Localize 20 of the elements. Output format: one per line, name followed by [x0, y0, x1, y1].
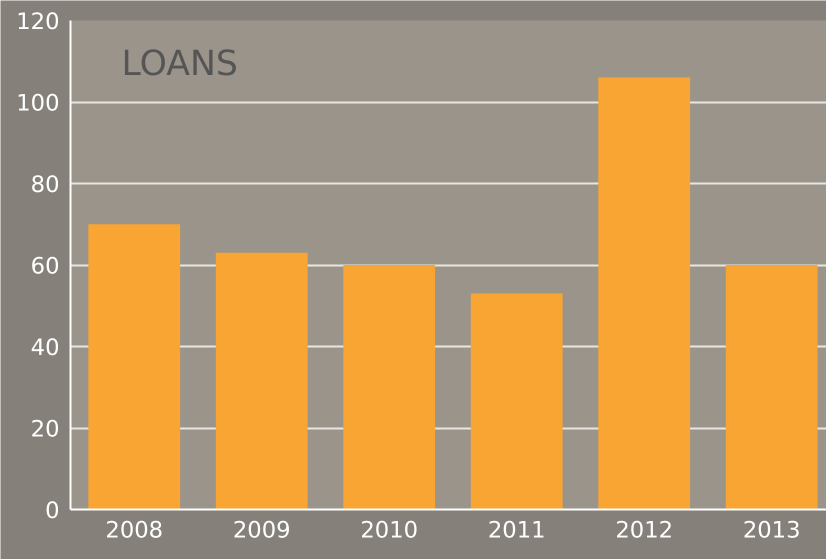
bar: [470, 294, 563, 510]
y-tick-label: 100: [16, 90, 60, 116]
text: LOANS: [121, 44, 238, 84]
bar: [598, 78, 690, 510]
y-tick-label: 120: [16, 9, 60, 35]
bar: [343, 265, 436, 510]
bar: [216, 252, 308, 510]
y-tick-label: 20: [30, 416, 60, 442]
y-tick-label: 0: [45, 498, 60, 524]
bar: [726, 265, 818, 510]
x-tick-label: 2009: [232, 518, 291, 544]
x-tick-label: 2010: [360, 518, 418, 544]
y-tick-label: 60: [30, 254, 60, 280]
x-tick-label: 2011: [488, 518, 546, 544]
x-tick-label: 2012: [615, 518, 674, 544]
y-tick-label: 40: [30, 335, 60, 361]
bar: [88, 224, 180, 510]
y-tick-label: 80: [30, 172, 60, 198]
x-tick-label: 2013: [742, 518, 801, 544]
x-tick-label: 2008: [105, 518, 164, 544]
